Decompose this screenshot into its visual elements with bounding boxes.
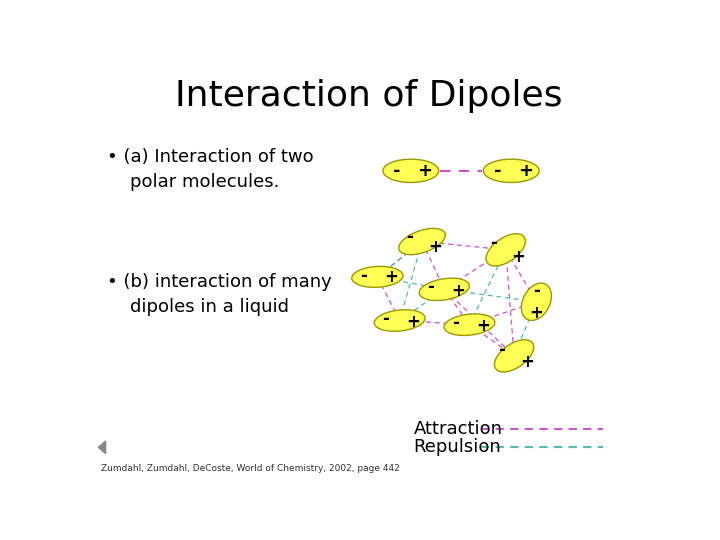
Ellipse shape (521, 283, 552, 320)
Text: -: - (360, 267, 367, 286)
Text: +: + (407, 313, 420, 331)
Ellipse shape (374, 310, 425, 331)
Polygon shape (99, 441, 106, 454)
Text: +: + (511, 248, 525, 266)
Ellipse shape (419, 278, 469, 301)
Text: +: + (384, 268, 398, 286)
Text: • (b) interaction of many
    dipoles in a liquid: • (b) interaction of many dipoles in a l… (107, 273, 331, 316)
Text: -: - (382, 310, 390, 328)
Text: -: - (494, 162, 501, 180)
Text: -: - (498, 341, 505, 359)
Ellipse shape (495, 340, 534, 372)
Text: +: + (428, 238, 442, 255)
Ellipse shape (483, 159, 539, 183)
Text: -: - (427, 278, 434, 296)
Text: +: + (451, 282, 465, 300)
Text: +: + (518, 162, 533, 180)
Text: Interaction of Dipoles: Interaction of Dipoles (175, 79, 563, 113)
Text: Attraction: Attraction (413, 420, 503, 437)
Text: +: + (418, 162, 432, 180)
Text: Repulsion: Repulsion (413, 438, 501, 456)
Ellipse shape (383, 159, 438, 183)
Text: -: - (393, 162, 400, 180)
Text: -: - (533, 281, 540, 300)
Text: -: - (406, 227, 413, 246)
Ellipse shape (444, 314, 495, 335)
Text: +: + (477, 317, 490, 335)
Ellipse shape (399, 228, 445, 255)
Text: +: + (520, 353, 534, 371)
Ellipse shape (352, 266, 403, 287)
Text: • (a) Interaction of two
    polar molecules.: • (a) Interaction of two polar molecules… (107, 148, 313, 191)
Text: Zumdahl, Zumdahl, DeCoste, World of Chemistry, 2002, page 442: Zumdahl, Zumdahl, DeCoste, World of Chem… (101, 464, 400, 473)
Ellipse shape (486, 234, 526, 266)
Text: +: + (529, 304, 544, 322)
Text: -: - (490, 234, 497, 252)
Text: -: - (452, 314, 459, 333)
